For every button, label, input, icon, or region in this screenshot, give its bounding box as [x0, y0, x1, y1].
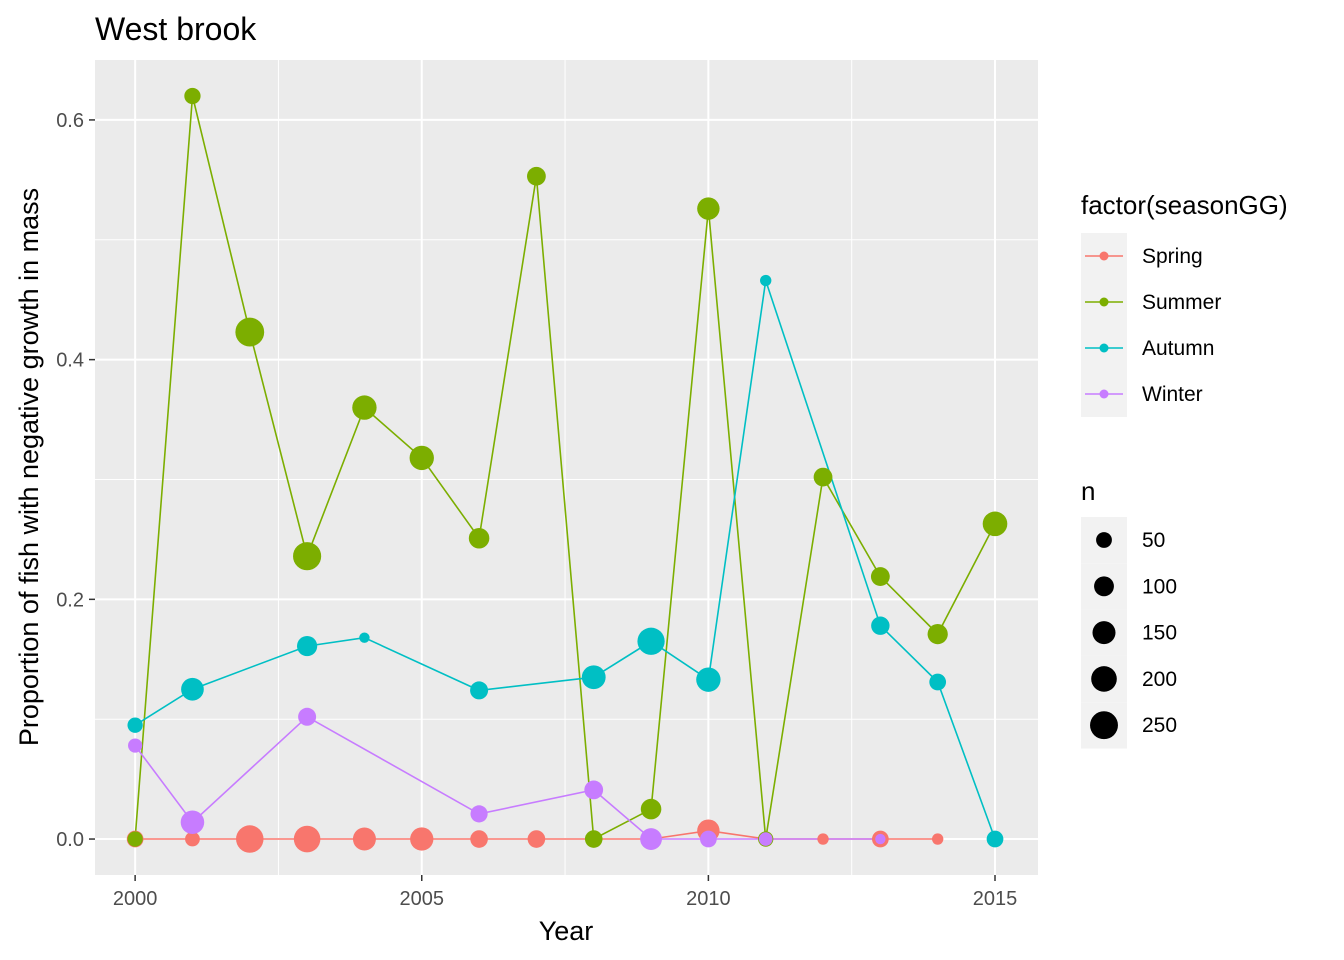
data-point-summer [235, 317, 265, 347]
plot-panel [95, 60, 1038, 875]
data-point-autumn [871, 616, 890, 635]
data-point-summer [409, 445, 434, 471]
data-point-summer [640, 798, 662, 820]
data-point-summer [127, 831, 143, 847]
data-point-summer [468, 527, 490, 549]
data-point-summer [527, 166, 546, 186]
data-point-autumn [470, 681, 489, 700]
data-point-summer [184, 87, 201, 105]
axis-ticks: 2000 2005 2010 2015 0.0 0.2 0.4 0.6 [56, 110, 1017, 910]
size-key-point [1096, 532, 1112, 548]
y-tick-label: 0.0 [56, 829, 84, 851]
data-point-winter [640, 828, 662, 850]
data-point-autumn [760, 274, 772, 287]
data-point-autumn [296, 635, 318, 657]
x-tick-label: 2015 [973, 888, 1018, 910]
y-tick-label: 0.4 [56, 350, 84, 372]
legend-label-spring: Spring [1142, 245, 1203, 268]
data-point-autumn [696, 667, 721, 692]
color-legend-keys: Spring Summer Autumn Winter [1081, 233, 1221, 417]
legend-label-summer: Summer [1142, 291, 1221, 314]
series-line-autumn [134, 280, 996, 840]
data-point-autumn [929, 673, 947, 691]
legend-key-point-summer [1099, 297, 1109, 307]
data-point-spring [352, 827, 376, 851]
data-point-winter [298, 707, 317, 726]
legend-key-point-winter [1099, 389, 1109, 399]
legend-key-point-autumn [1099, 343, 1109, 353]
data-point-winter [180, 810, 205, 835]
data-point-spring [470, 830, 488, 848]
data-point-summer [982, 511, 1008, 537]
data-points [126, 87, 1008, 853]
chart-title: West brook [95, 11, 257, 47]
size-key-point [1094, 576, 1114, 597]
data-point-spring [410, 827, 434, 851]
data-point-summer [584, 830, 603, 848]
data-point-summer [870, 567, 890, 586]
data-point-winter [875, 833, 886, 845]
data-point-winter [700, 830, 717, 848]
size-key-point [1090, 711, 1118, 740]
y-tick-label: 0.6 [56, 110, 84, 132]
data-point-autumn [986, 830, 1004, 848]
size-legend-label: 150 [1142, 622, 1177, 645]
x-tick-label: 2010 [686, 888, 731, 910]
data-point-summer [927, 623, 948, 645]
legend-key-point-spring [1099, 251, 1109, 261]
legend-label-autumn: Autumn [1142, 337, 1214, 360]
data-point-summer [352, 395, 377, 420]
size-legend-label: 250 [1142, 714, 1177, 737]
data-point-autumn [359, 632, 370, 643]
size-legend-label: 100 [1142, 575, 1177, 598]
size-key-point [1091, 666, 1117, 692]
x-axis-title: Year [539, 916, 594, 946]
data-point-spring [931, 833, 944, 845]
data-point-winter [470, 805, 488, 823]
size-key-point [1092, 621, 1116, 645]
size-legend-title: n [1081, 476, 1095, 506]
x-tick-label: 2000 [113, 888, 158, 910]
data-point-winter [758, 832, 773, 846]
data-point-summer [697, 197, 720, 220]
data-point-autumn [637, 627, 665, 655]
size-legend-label: 50 [1142, 529, 1165, 552]
data-point-spring [817, 833, 829, 845]
size-legend-label: 200 [1142, 668, 1177, 691]
y-axis-title: Proportion of fish with negative growth … [14, 188, 44, 746]
data-point-summer [293, 542, 322, 571]
x-tick-label: 2005 [400, 888, 445, 910]
color-legend-title: factor(seasonGG) [1081, 190, 1288, 220]
data-point-spring [236, 825, 264, 853]
data-point-autumn [127, 717, 143, 733]
legend-label-winter: Winter [1142, 383, 1203, 406]
data-point-spring [185, 831, 200, 847]
data-point-winter [128, 738, 143, 753]
data-point-autumn [581, 665, 606, 690]
size-legend-keys: 50 100 150 200 250 [1081, 517, 1177, 749]
legend: factor(seasonGG) Spring Summer Autumn Winte… [1081, 190, 1288, 749]
series-line-summer [134, 95, 996, 841]
data-point-spring [293, 825, 321, 853]
data-point-spring [527, 830, 546, 848]
data-point-winter [584, 780, 604, 800]
data-point-autumn [181, 677, 204, 701]
y-tick-label: 0.2 [56, 589, 84, 611]
data-point-summer [813, 467, 833, 487]
